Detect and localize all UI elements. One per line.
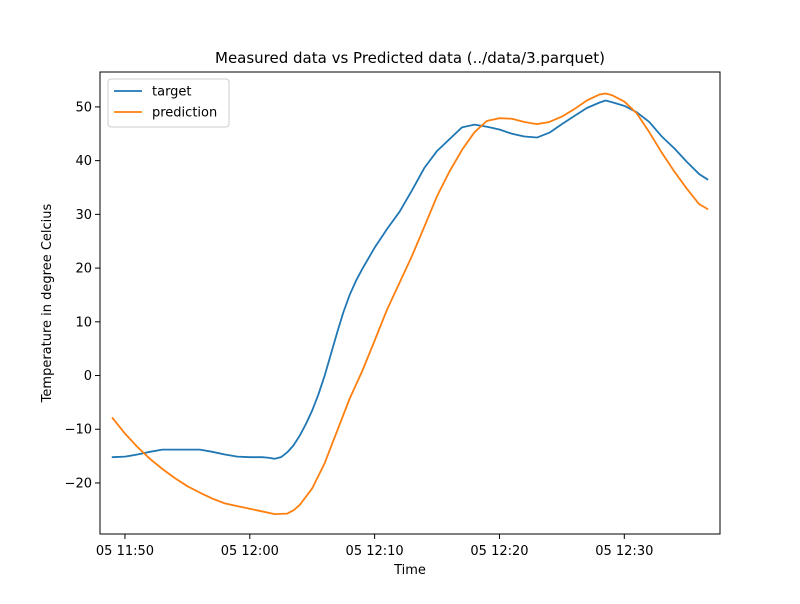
legend-label-prediction: prediction: [152, 106, 217, 121]
chart-title: Measured data vs Predicted data (../data…: [215, 49, 605, 67]
y-tick-label: 10: [75, 315, 92, 330]
y-tick-label: 20: [75, 262, 92, 277]
y-axis-label: Temperature in degree Celcius: [40, 203, 55, 403]
x-tick-label: 05 12:20: [470, 544, 528, 559]
x-tick-label: 05 12:10: [346, 544, 404, 559]
legend: target prediction: [107, 78, 230, 128]
legend-label-target: target: [152, 85, 192, 100]
y-tick-label: −20: [65, 476, 92, 491]
series-layer: [111, 92, 709, 516]
series-line-target: [111, 99, 709, 460]
x-axis: 05 11:50 05 12:00 05 12:10 05 12:20 05 12:30: [96, 534, 653, 559]
y-tick-label: 40: [75, 154, 92, 169]
y-tick-label: −10: [65, 423, 92, 438]
series-line-prediction: [111, 92, 709, 516]
y-tick-label: 30: [75, 208, 92, 223]
y-tick-label: 50: [75, 100, 92, 115]
x-tick-label: 05 11:50: [96, 544, 154, 559]
x-tick-label: 05 12:30: [595, 544, 653, 559]
plot-frame: [99, 71, 721, 535]
y-axis: −20 −10 0 10 20 30 40 50: [65, 100, 100, 491]
y-tick-label: 0: [84, 369, 92, 384]
x-tick-label: 05 12:00: [221, 544, 279, 559]
x-axis-label: Time: [393, 563, 426, 578]
